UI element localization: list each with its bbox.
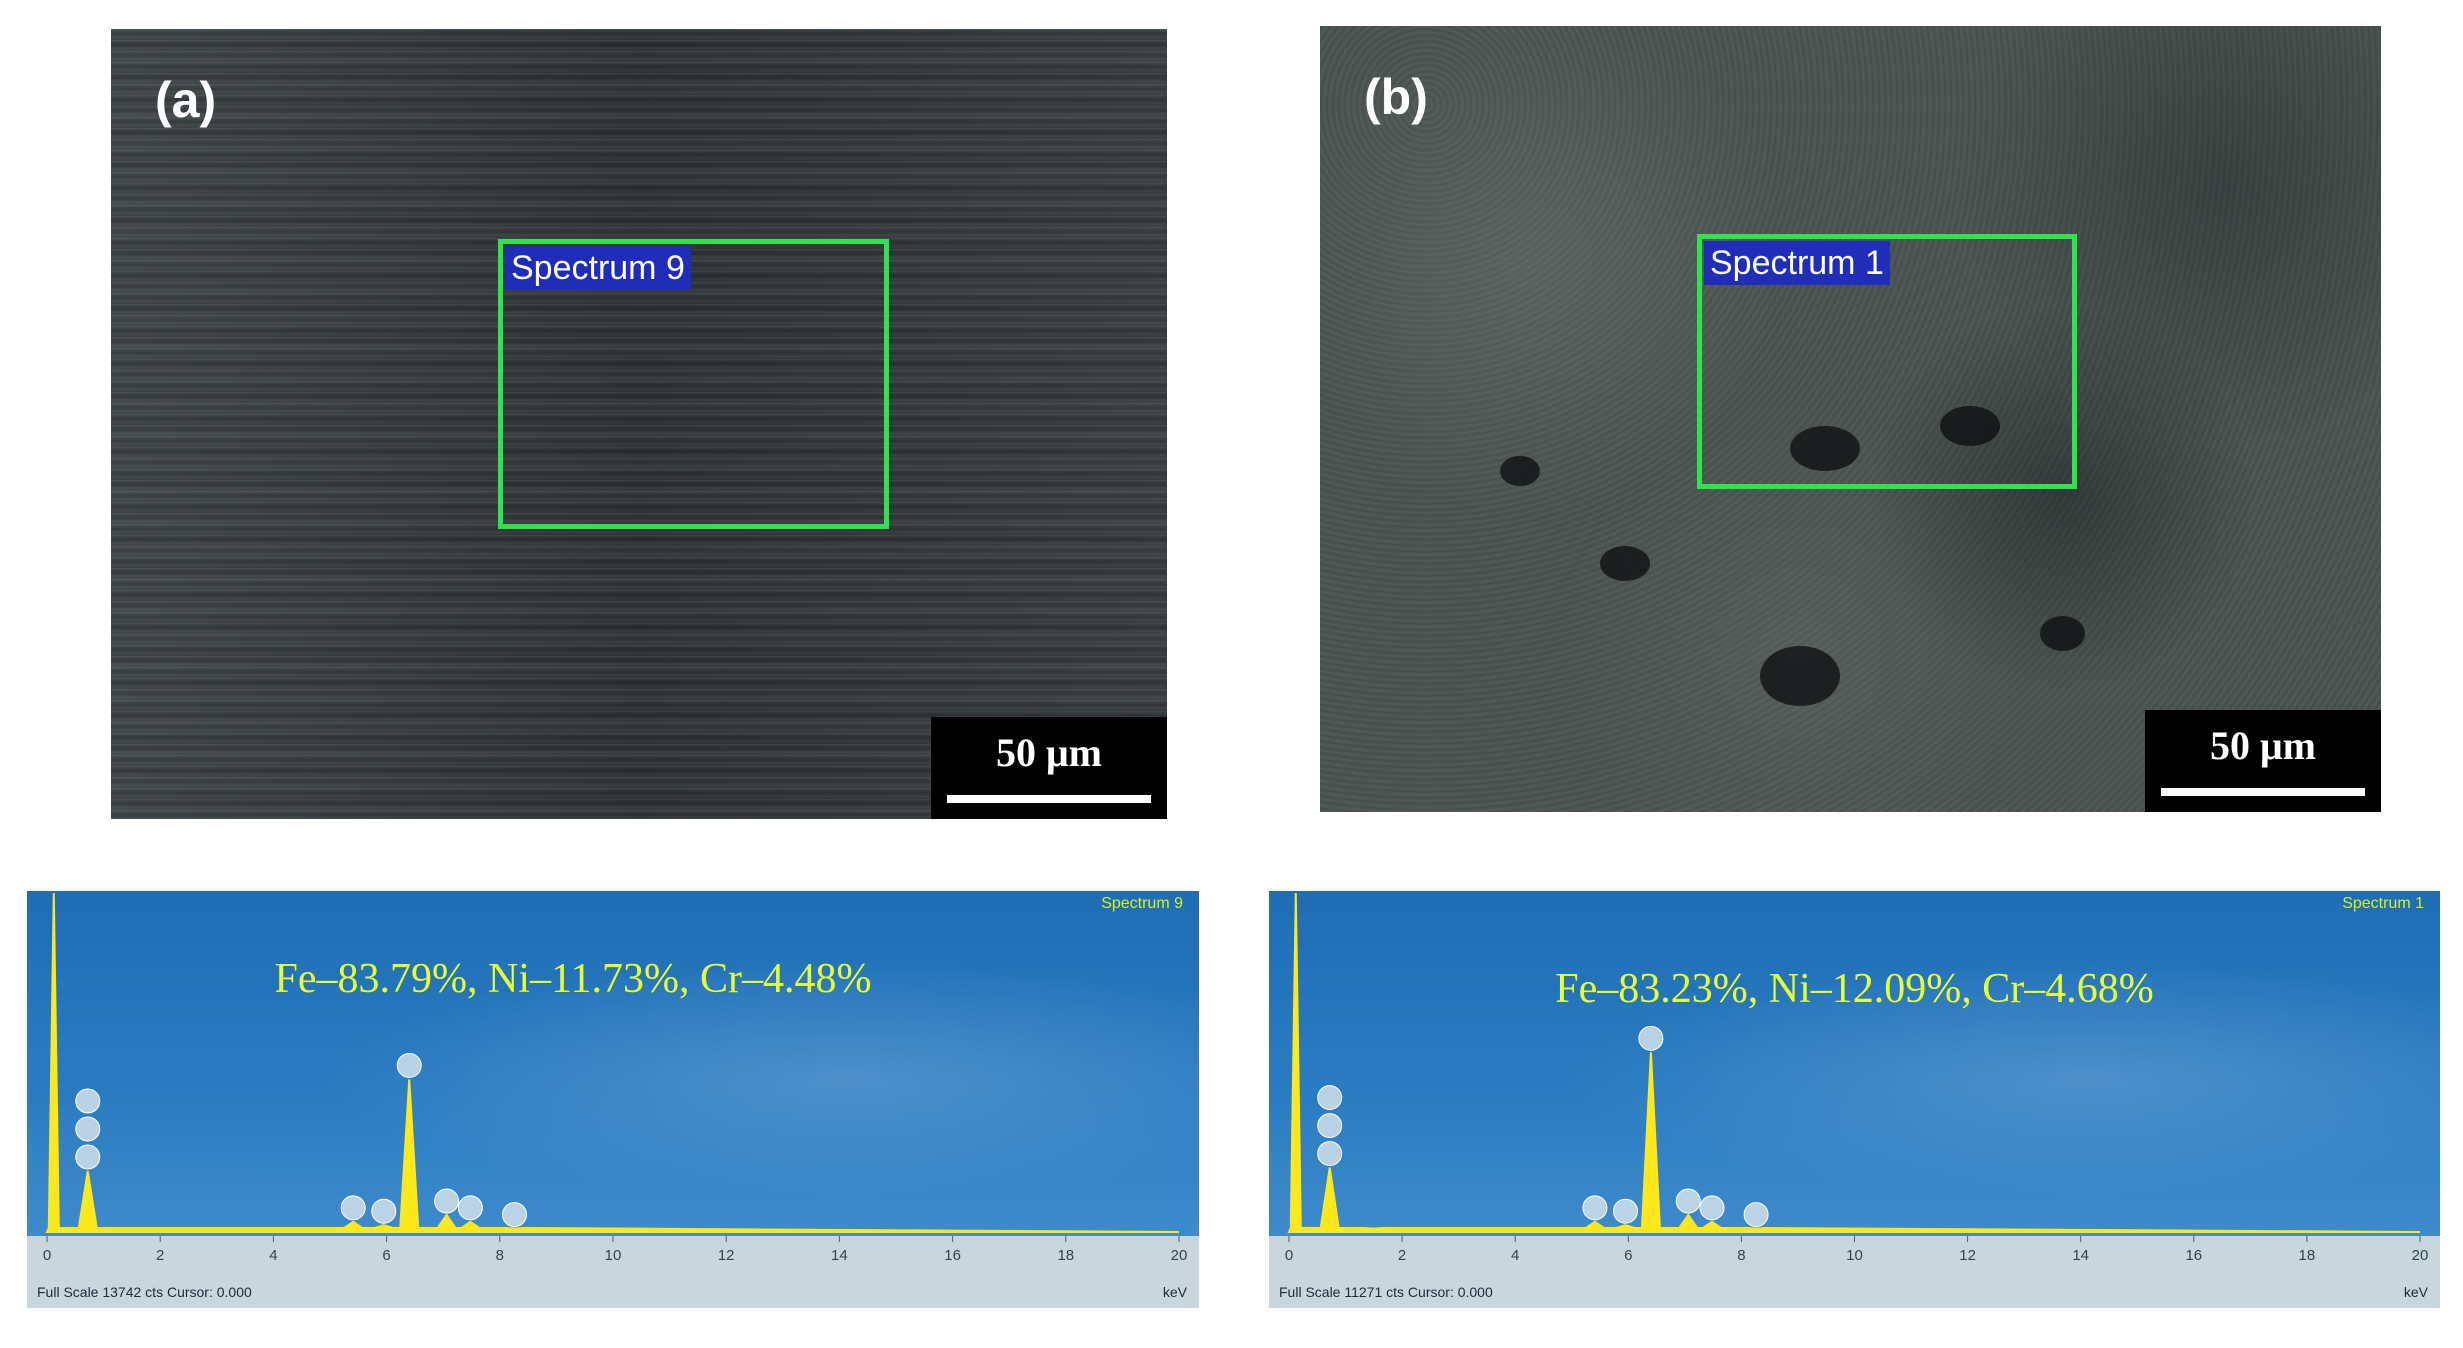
tick-label: 20	[1171, 1247, 1188, 1264]
element-marker-icon	[1675, 1188, 1701, 1214]
eds-spectrum-name-b: Spectrum 1	[2342, 895, 2424, 912]
tick-label: 8	[1737, 1247, 1745, 1264]
sem-image-b: (b) Spectrum 1 50 μm	[1320, 26, 2381, 812]
sem-image-a: (a) Spectrum 9 50 μm	[111, 29, 1167, 819]
tick-label: 18	[1057, 1247, 1074, 1264]
element-marker-icon	[1612, 1198, 1638, 1224]
eds-spectrum-b: Spectrum 1 Fe–83.23%, Ni–12.09%, Cr–4.68…	[1269, 891, 2440, 1308]
eds-axis-a: 0 2 4 6 8 10 12 14 16 18 20 Full Scale 13742 cts C…	[27, 1236, 1199, 1308]
spectrum-peaks	[45, 892, 1180, 1233]
element-marker-icon	[75, 1144, 101, 1170]
tick-label: 0	[43, 1247, 51, 1264]
eds-tick-labels-b: 0 2 4 6 8 10 12 14 16 18 20	[1285, 1236, 2429, 1264]
scale-bar-text-b: 50 μm	[2210, 723, 2316, 768]
eds-spectrum-a: Spectrum 9 Fe–83.79%, Ni–11.73%, Cr–4.48…	[27, 891, 1199, 1308]
surface-pit	[1760, 646, 1840, 706]
element-marker-icon	[1582, 1195, 1608, 1221]
scale-bar-box-b: 50 μm	[2145, 710, 2381, 812]
eds-footer-b: Full Scale 11271 cts Cursor: 0.000	[1279, 1284, 1493, 1300]
element-marker-icon	[396, 1052, 422, 1078]
tick-label: 18	[2299, 1247, 2316, 1264]
element-marker-icon	[1317, 1113, 1343, 1139]
element-marker-icon	[1317, 1085, 1343, 1111]
roi-label-b: Spectrum 1	[1704, 241, 1890, 285]
tick-label: 12	[1959, 1247, 1976, 1264]
eds-spectrum-trace-b	[1287, 892, 2421, 1233]
tick-label: 6	[1624, 1247, 1632, 1264]
surface-pit	[1600, 546, 1650, 581]
element-marker-icon	[371, 1198, 397, 1224]
eds-spectrum-name-a: Spectrum 9	[1101, 895, 1183, 912]
tick-label: 2	[1398, 1247, 1406, 1264]
element-marker-icon	[1743, 1202, 1769, 1228]
roi-box-b: Spectrum 1	[1697, 234, 2077, 489]
scale-bar-b	[2161, 788, 2365, 796]
element-marker-icon	[1317, 1141, 1343, 1167]
element-marker-icon	[502, 1202, 528, 1228]
panel-label-a: (a)	[155, 72, 217, 128]
tick-label: 14	[2072, 1247, 2089, 1264]
element-marker-icon	[1638, 1025, 1664, 1051]
surface-pit	[1790, 426, 1860, 471]
element-marker-icon	[434, 1188, 460, 1214]
scale-bar-text-a: 50 μm	[996, 730, 1102, 775]
surface-pit	[1500, 456, 1540, 486]
eds-plot-area-b: Spectrum 1 Fe–83.23%, Ni–12.09%, Cr–4.68…	[1269, 891, 2440, 1236]
tick-label: 10	[1846, 1247, 1863, 1264]
eds-tick-labels-a: 0 2 4 6 8 10 12 14 16 18 20	[43, 1236, 1188, 1264]
tick-label: 12	[718, 1247, 735, 1264]
eds-footer-a: Full Scale 13742 cts Cursor: 0.000	[37, 1284, 252, 1300]
element-marker-icon	[340, 1195, 366, 1221]
eds-axis-b: 0 2 4 6 8 10 12 14 16 18 20 Full Scale 11271 cts C…	[1269, 1236, 2440, 1308]
tick-label: 4	[269, 1247, 277, 1264]
element-marker-icon	[75, 1088, 101, 1114]
tick-label: 4	[1511, 1247, 1519, 1264]
tick-label: 8	[496, 1247, 504, 1264]
tick-label: 16	[2185, 1247, 2202, 1264]
tick-label: 10	[605, 1247, 622, 1264]
scale-bar-box-a: 50 μm	[931, 717, 1167, 819]
eds-plot-area-a: Spectrum 9 Fe–83.79%, Ni–11.73%, Cr–4.48…	[27, 891, 1199, 1236]
eds-unit-a: keV	[1162, 1284, 1187, 1300]
eds-composition-b: Fe–83.23%, Ni–12.09%, Cr–4.68%	[1555, 966, 2154, 1012]
spectrum-peaks	[1287, 892, 2421, 1233]
eds-spectrum-trace-a	[45, 892, 1180, 1233]
eds-unit-b: keV	[2403, 1284, 2428, 1300]
scale-bar-a	[947, 795, 1151, 803]
element-marker-icon	[75, 1116, 101, 1142]
eds-composition-a: Fe–83.79%, Ni–11.73%, Cr–4.48%	[274, 956, 872, 1002]
surface-pit	[1940, 406, 2000, 446]
tick-label: 2	[156, 1247, 164, 1264]
element-marker-icon	[1699, 1195, 1725, 1221]
tick-label: 6	[382, 1247, 390, 1264]
surface-pit	[2040, 616, 2085, 651]
element-marker-icon	[457, 1195, 483, 1221]
tick-label: 14	[831, 1247, 848, 1264]
roi-label-a: Spectrum 9	[505, 246, 691, 290]
tick-label: 16	[944, 1247, 961, 1264]
roi-box-a: Spectrum 9	[498, 239, 889, 529]
panel-label-b: (b)	[1364, 69, 1428, 125]
tick-label: 20	[2412, 1247, 2429, 1264]
tick-label: 0	[1285, 1247, 1293, 1264]
